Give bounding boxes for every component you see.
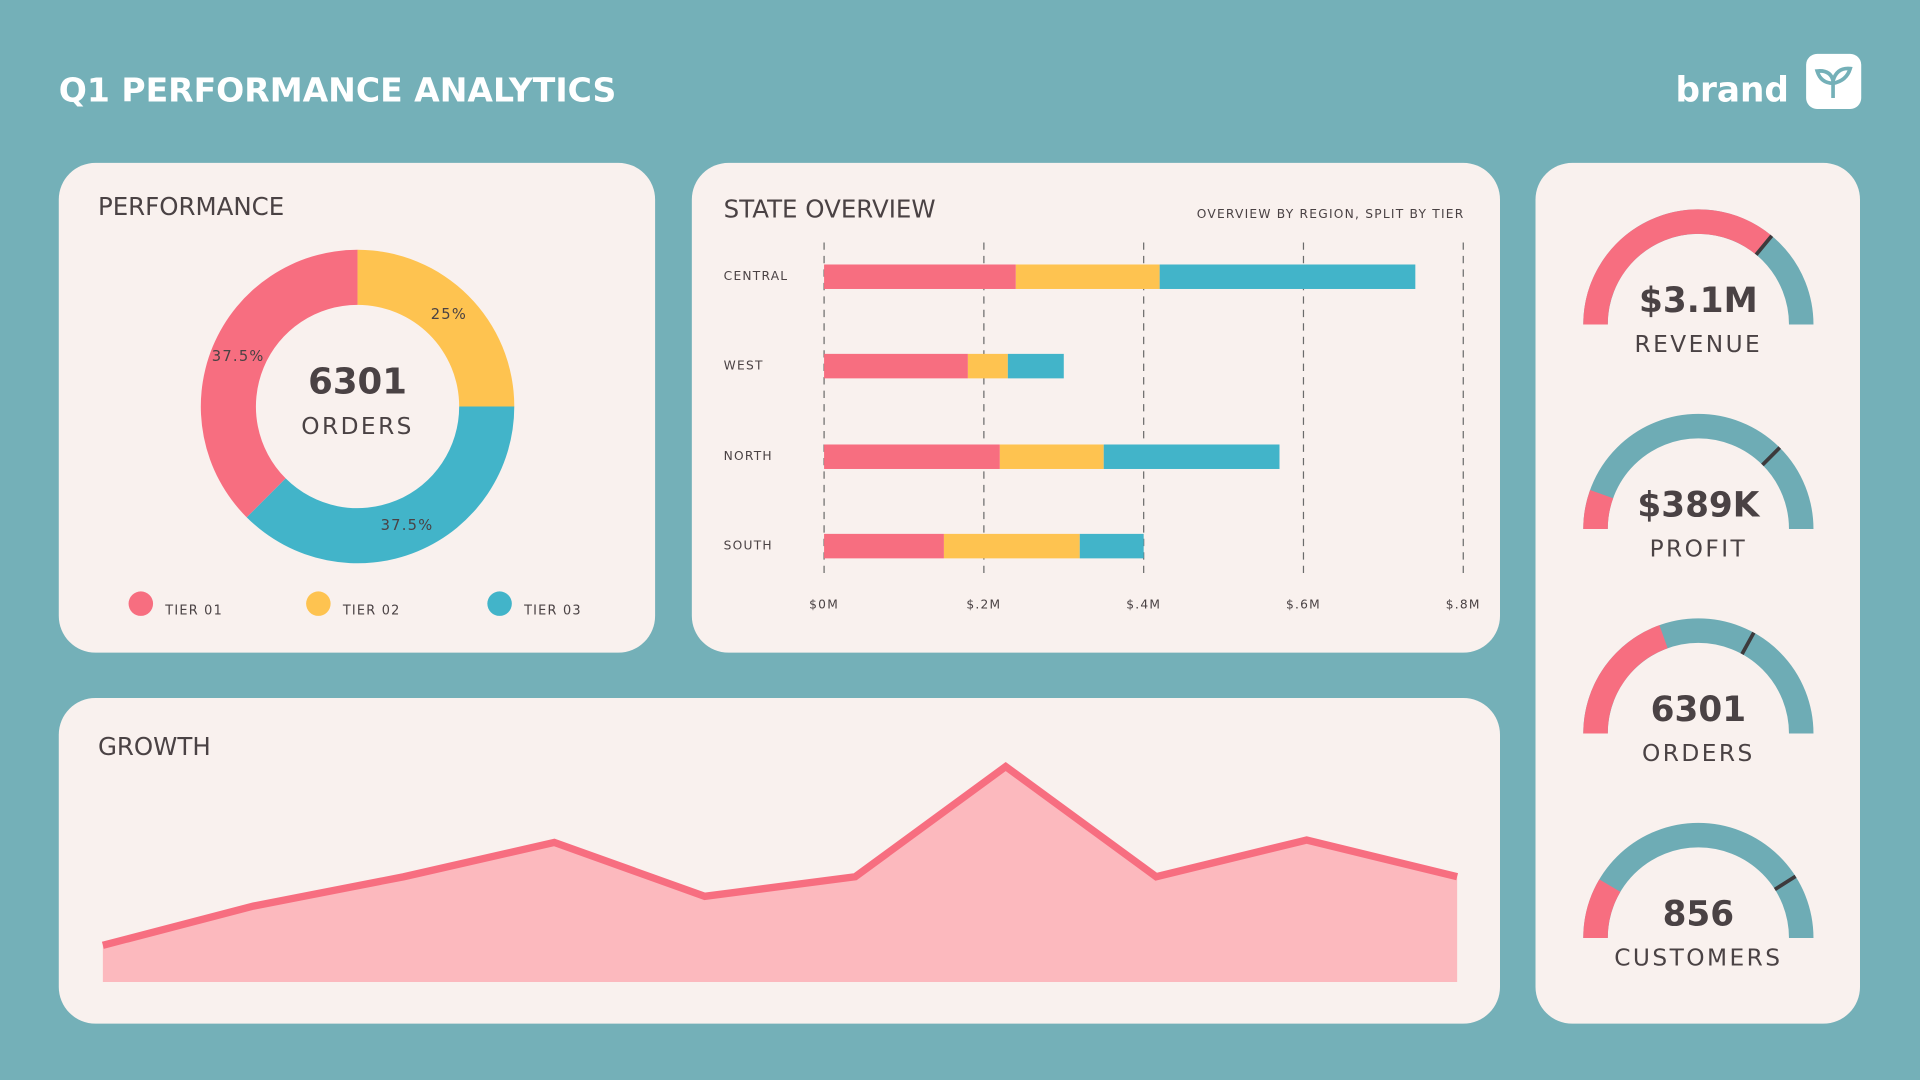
panel-subtitle: OVERVIEW BY REGION, SPLIT BY TIER — [1197, 207, 1465, 221]
donut-slice — [357, 249, 515, 407]
bar-segment — [824, 353, 968, 379]
panel — [691, 162, 1500, 653]
bar-segment — [1007, 353, 1064, 379]
bar-segment — [1015, 264, 1160, 289]
x-tick-label: $0M — [809, 597, 839, 611]
donut-slice — [246, 406, 515, 564]
kpi-value: 856 — [1663, 894, 1735, 934]
category-label: WEST — [724, 359, 764, 373]
kpi-value: 6301 — [1651, 690, 1746, 730]
panel-title: GROWTH — [98, 732, 211, 761]
bar-segment — [824, 533, 944, 559]
panel-title: STATE OVERVIEW — [724, 195, 936, 224]
gauge-track — [1583, 413, 1814, 530]
center-label: ORDERS — [301, 413, 414, 440]
kpi-label: ORDERS — [1642, 740, 1755, 767]
center-value: 6301 — [308, 361, 407, 402]
page-title: Q1 PERFORMANCE ANALYTICS — [59, 70, 617, 109]
x-tick-label: $.2M — [966, 597, 1001, 611]
x-tick-label: $.4M — [1126, 597, 1161, 611]
kpi-label: PROFIT — [1650, 535, 1748, 562]
kpi-label: REVENUE — [1635, 331, 1763, 358]
donut-slice — [200, 249, 358, 518]
x-tick-label: $.8M — [1446, 597, 1481, 611]
logo-sprout — [1814, 66, 1853, 98]
category-label: CENTRAL — [724, 269, 789, 283]
bar-segment — [824, 264, 1016, 289]
x-tick-label: $.6M — [1286, 597, 1321, 611]
area-fill — [102, 766, 1458, 983]
gauge-marker — [1773, 874, 1797, 891]
category-label: NORTH — [724, 449, 773, 463]
bar-segment — [824, 444, 1000, 469]
area-line — [101, 761, 1459, 949]
bar-segment — [999, 444, 1104, 469]
gauge-marker — [1740, 631, 1756, 655]
gauge-progress — [1583, 879, 1621, 939]
panel — [1535, 162, 1860, 1024]
kpi-value: $389K — [1637, 485, 1760, 525]
legend-swatch — [487, 591, 512, 616]
brand-logo — [1806, 53, 1862, 109]
legend-label: TIER 02 — [342, 604, 401, 619]
slice-label: 37.5% — [212, 348, 265, 365]
bar-segment — [943, 533, 1080, 559]
legend-swatch — [306, 591, 331, 616]
legend-label: TIER 01 — [164, 604, 223, 619]
gauge-marker — [1754, 234, 1774, 256]
slice-label: 37.5% — [381, 517, 434, 534]
gauge-progress — [1583, 489, 1614, 530]
gauge-marker — [1761, 446, 1782, 467]
gauge-progress — [1583, 209, 1772, 325]
brand-name: brand — [1675, 70, 1788, 110]
bar-segment — [1103, 444, 1280, 469]
slice-label: 25% — [431, 306, 467, 323]
category-label: SOUTH — [724, 539, 773, 553]
kpi-value: $3.1M — [1639, 281, 1758, 321]
gauge-progress — [1583, 625, 1669, 734]
bar-segment — [1159, 264, 1416, 289]
bar-segment — [1079, 533, 1144, 559]
legend-swatch — [128, 591, 154, 616]
bar-segment — [967, 353, 1008, 379]
panel — [58, 162, 656, 653]
panel-title: PERFORMANCE — [98, 192, 284, 221]
kpi-label: CUSTOMERS — [1614, 944, 1782, 971]
legend-label: TIER 03 — [523, 604, 582, 619]
